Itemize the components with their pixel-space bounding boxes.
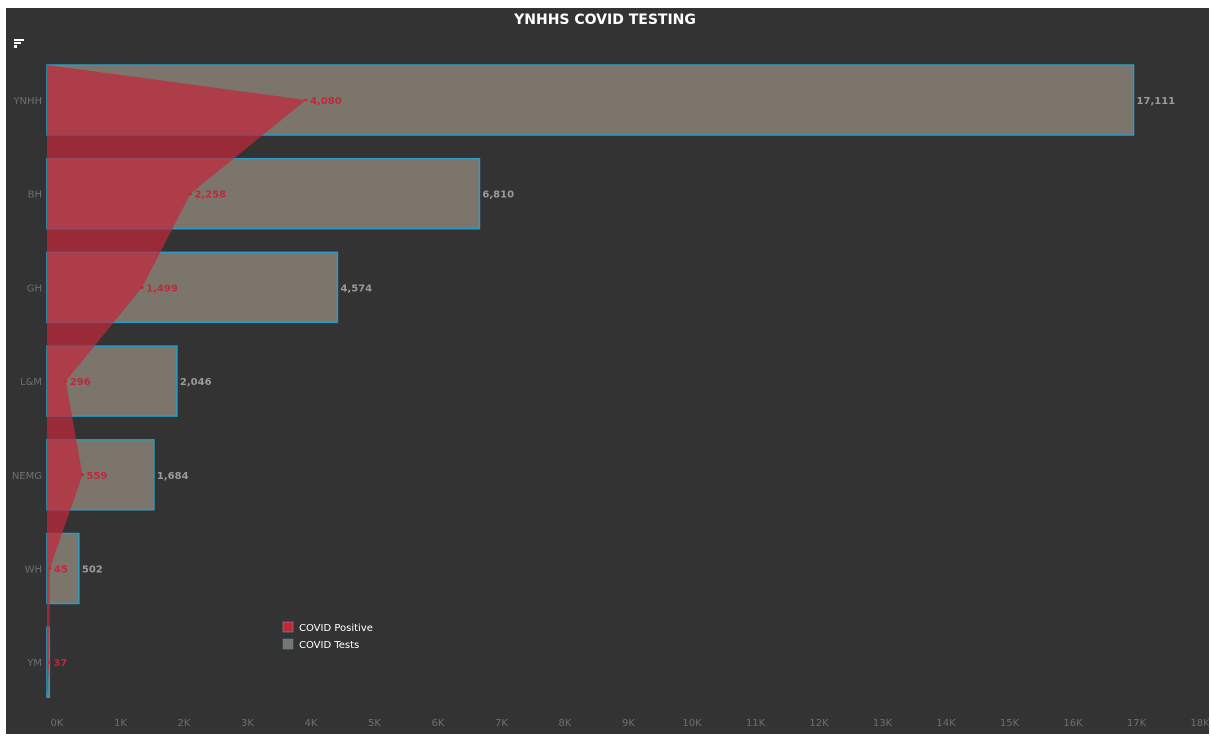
tests-value-label: 6,810 bbox=[482, 190, 514, 201]
x-tick-label: 10K bbox=[682, 718, 702, 729]
category-label: YM bbox=[26, 658, 42, 669]
x-tick-label: 8K bbox=[559, 718, 572, 729]
positive-point-l-m[interactable] bbox=[64, 379, 68, 383]
x-tick-label: 2K bbox=[178, 718, 191, 729]
positive-area bbox=[47, 65, 307, 698]
x-tick-label: 12K bbox=[809, 718, 829, 729]
x-tick-label: 0K bbox=[51, 718, 64, 729]
positive-point-wh[interactable] bbox=[48, 567, 52, 570]
category-label: GH bbox=[27, 283, 42, 294]
positive-point-ym[interactable] bbox=[47, 660, 51, 664]
x-tick-label: 11K bbox=[746, 718, 766, 729]
positive-value-label: 1,499 bbox=[146, 283, 178, 294]
tests-value-label: 1,684 bbox=[157, 471, 189, 482]
positive-value-label: 296 bbox=[70, 377, 91, 388]
x-tick-label: 5K bbox=[368, 718, 381, 729]
x-tick-label: 14K bbox=[936, 718, 956, 729]
x-tick-label: 4K bbox=[305, 718, 318, 729]
legend-swatch-tests bbox=[282, 638, 294, 650]
positive-value-label: 4,080 bbox=[310, 96, 342, 107]
legend: COVID Positive COVID Tests bbox=[282, 621, 373, 651]
x-tick-label: 6K bbox=[432, 718, 445, 729]
positive-value-label: 2,258 bbox=[194, 190, 226, 201]
positive-point-nemg[interactable] bbox=[80, 473, 84, 477]
tests-value-label: 502 bbox=[82, 565, 103, 576]
tests-value-label: 2,046 bbox=[180, 377, 212, 388]
x-tick-label: 13K bbox=[873, 718, 893, 729]
tests-value-label: 17,111 bbox=[1137, 96, 1176, 107]
legend-label-tests: COVID Tests bbox=[299, 640, 359, 651]
positive-point-gh[interactable] bbox=[140, 285, 144, 289]
positive-point-ynhh[interactable] bbox=[304, 98, 308, 102]
x-tick-label: 9K bbox=[622, 718, 635, 729]
x-tick-label: 3K bbox=[241, 718, 254, 729]
category-label: L&M bbox=[20, 377, 42, 388]
tests-value-label: 4,574 bbox=[340, 283, 372, 294]
category-label: BH bbox=[28, 190, 42, 201]
positive-value-label: 45 bbox=[54, 565, 68, 576]
x-tick-label: 18K bbox=[1190, 718, 1210, 729]
chart-title: YNHHS COVID TESTING bbox=[513, 12, 696, 28]
legend-label-positive: COVID Positive bbox=[299, 623, 373, 634]
positive-point-bh[interactable] bbox=[188, 192, 192, 196]
x-tick-label: 1K bbox=[114, 718, 127, 729]
category-label: NEMG bbox=[12, 471, 42, 482]
category-label: YNHH bbox=[12, 96, 42, 107]
x-tick-label: 15K bbox=[1000, 718, 1020, 729]
x-tick-label: 7K bbox=[495, 718, 508, 729]
filter-menu-icon[interactable] bbox=[14, 39, 24, 48]
legend-swatch-positive bbox=[282, 621, 294, 633]
positive-value-label: 559 bbox=[86, 471, 107, 482]
positive-value-label: 37 bbox=[53, 658, 67, 669]
x-tick-label: 16K bbox=[1063, 718, 1083, 729]
x-tick-label: 17K bbox=[1127, 718, 1147, 729]
category-label: WH bbox=[25, 565, 42, 576]
